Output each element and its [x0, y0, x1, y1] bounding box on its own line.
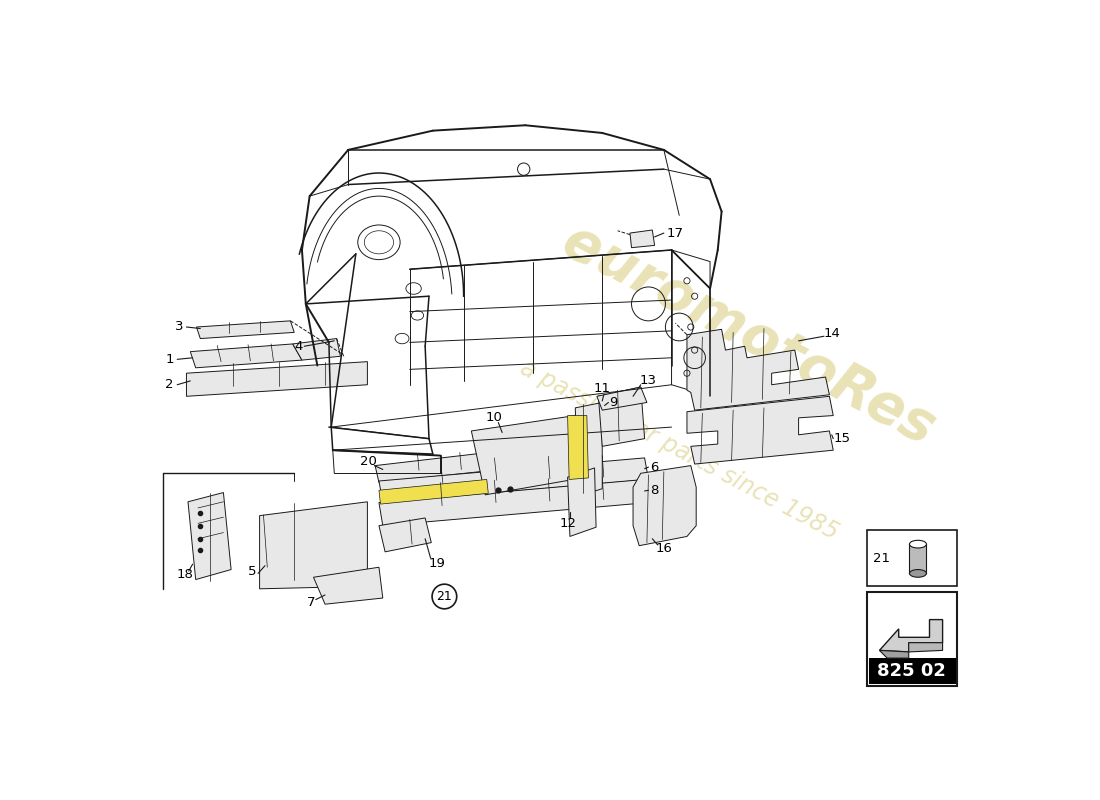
Polygon shape: [293, 338, 341, 360]
Text: 12: 12: [559, 517, 576, 530]
Polygon shape: [909, 642, 943, 652]
Circle shape: [432, 584, 456, 609]
FancyBboxPatch shape: [867, 530, 957, 586]
Text: 20: 20: [360, 455, 376, 468]
Polygon shape: [630, 230, 654, 248]
Polygon shape: [686, 330, 829, 410]
Polygon shape: [378, 518, 431, 552]
Text: 13: 13: [640, 374, 657, 387]
Polygon shape: [634, 466, 696, 546]
Polygon shape: [314, 567, 383, 604]
Polygon shape: [568, 468, 596, 537]
Polygon shape: [568, 415, 588, 479]
Polygon shape: [575, 402, 603, 496]
Polygon shape: [880, 650, 909, 658]
Text: 17: 17: [667, 226, 684, 239]
Text: 825 02: 825 02: [878, 662, 946, 680]
Text: 3: 3: [175, 321, 183, 334]
Ellipse shape: [910, 570, 926, 578]
Text: 4: 4: [294, 340, 302, 353]
Polygon shape: [260, 502, 367, 589]
FancyBboxPatch shape: [867, 592, 957, 686]
Text: 19: 19: [428, 557, 446, 570]
Polygon shape: [375, 452, 500, 482]
Polygon shape: [880, 619, 943, 652]
Text: 2: 2: [165, 378, 174, 391]
Text: 5: 5: [248, 566, 256, 578]
Text: 18: 18: [176, 569, 194, 582]
Polygon shape: [190, 344, 301, 368]
Text: euromotoRes: euromotoRes: [553, 214, 944, 456]
FancyBboxPatch shape: [869, 658, 956, 684]
Text: 9: 9: [609, 396, 618, 409]
Polygon shape: [597, 387, 647, 410]
Ellipse shape: [910, 540, 926, 548]
Polygon shape: [197, 321, 295, 338]
Polygon shape: [686, 396, 834, 464]
Text: 11: 11: [594, 382, 610, 395]
Text: 21: 21: [437, 590, 452, 603]
Polygon shape: [598, 387, 645, 446]
Polygon shape: [188, 493, 231, 579]
Text: a passion for parts since 1985: a passion for parts since 1985: [516, 356, 843, 545]
Text: 14: 14: [823, 326, 840, 340]
Text: 8: 8: [650, 484, 659, 497]
Polygon shape: [472, 415, 587, 495]
Text: 15: 15: [834, 432, 851, 445]
Text: 6: 6: [650, 461, 659, 474]
Polygon shape: [186, 362, 367, 396]
Text: 10: 10: [486, 411, 503, 424]
Text: 1: 1: [165, 353, 174, 366]
FancyBboxPatch shape: [910, 544, 926, 574]
Text: 16: 16: [656, 542, 672, 555]
Text: 21: 21: [873, 551, 890, 565]
Polygon shape: [378, 458, 649, 502]
Text: 7: 7: [307, 596, 316, 609]
Polygon shape: [378, 479, 488, 504]
Polygon shape: [378, 479, 649, 526]
